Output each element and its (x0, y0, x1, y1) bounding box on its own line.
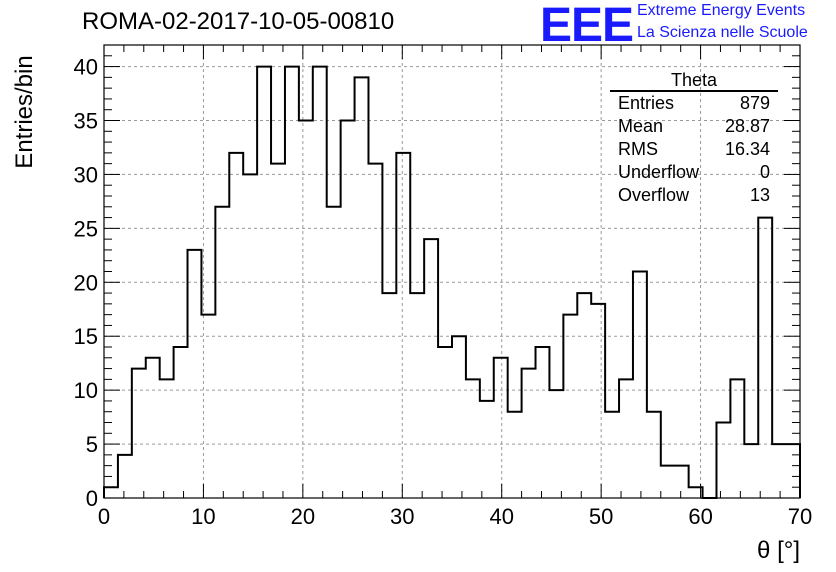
y-tick-label: 20 (74, 270, 98, 295)
org-name-line1: Extreme Energy Events (637, 2, 806, 19)
stat-value: 28.87 (724, 116, 770, 136)
stats-box: Theta Entries 879 Mean 28.87 RMS 16.34 U… (610, 70, 778, 207)
stat-row-underflow: Underflow 0 (610, 161, 778, 184)
stat-value: 16.34 (724, 139, 770, 159)
x-tick-label: 70 (788, 504, 812, 529)
x-tick-label: 60 (688, 504, 712, 529)
stat-value: 879 (739, 93, 770, 113)
stat-label: RMS (618, 139, 658, 159)
axis-ticks (103, 44, 801, 499)
stat-row-entries: Entries 879 (610, 92, 778, 115)
stat-row-overflow: Overflow 13 (610, 184, 778, 207)
x-tick-label: 10 (191, 504, 215, 529)
histogram-series-line (103, 65, 801, 499)
stats-title: Theta (610, 70, 778, 92)
stat-row-mean: Mean 28.87 (610, 115, 778, 138)
y-tick-label: 15 (74, 324, 98, 349)
y-tick-label: 5 (86, 432, 98, 457)
y-tick-labels: 0 5 10 15 20 25 30 35 40 (74, 55, 98, 511)
y-tick-label: 35 (74, 109, 98, 134)
stat-label: Mean (618, 116, 664, 136)
x-tick-label: 20 (291, 504, 315, 529)
stat-row-rms: RMS 16.34 (610, 138, 778, 161)
y-tick-label: 25 (74, 216, 98, 241)
stat-label: Overflow (618, 185, 690, 205)
y-tick-label: 40 (74, 55, 98, 80)
org-name-line2: La Scienza nelle Scuole (637, 24, 808, 41)
y-tick-label: 30 (74, 162, 98, 187)
grid (104, 45, 800, 498)
y-axis-label: Entries/bin (11, 55, 38, 168)
x-axis-label: θ [°] (757, 537, 800, 564)
y-tick-label: 0 (86, 486, 98, 511)
eee-logo: EEE (540, 0, 634, 52)
x-tick-label: 40 (489, 504, 513, 529)
stat-label: Entries (618, 93, 675, 113)
x-tick-label: 0 (98, 504, 110, 529)
stat-label: Underflow (618, 162, 700, 182)
stat-value: 0 (759, 162, 770, 182)
stat-value: 13 (749, 185, 770, 205)
run-title: ROMA-02-2017-10-05-00810 (82, 8, 395, 35)
x-tick-label: 50 (589, 504, 613, 529)
x-tick-label: 30 (390, 504, 414, 529)
y-tick-label: 10 (74, 378, 98, 403)
x-tick-labels: 0 10 20 30 40 50 60 70 (98, 504, 812, 529)
